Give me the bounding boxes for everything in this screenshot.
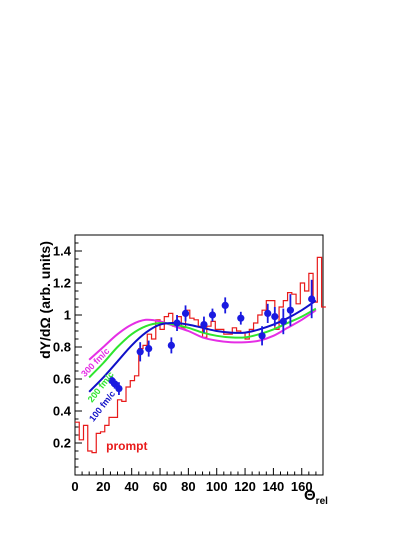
data-point — [271, 313, 279, 321]
axis-layer: 0 20 40 60 80 100 120 140 160 0.2 0.4 0.6 0.8 1 1.2 1.4 — [53, 242, 317, 494]
y-tick-label: 0.4 — [53, 404, 72, 419]
curve-100-fmc — [88, 299, 317, 393]
x-tick-label: 140 — [263, 479, 285, 494]
x-tick-label: 20 — [96, 479, 110, 494]
data-point — [136, 348, 144, 356]
curve-200-fmc — [88, 307, 317, 379]
x-tick-label: 80 — [181, 479, 195, 494]
histogram-label-prompt: prompt — [106, 439, 147, 453]
x-axis-title: Θrel — [304, 487, 328, 507]
data-point — [200, 321, 208, 329]
y-tick-label: 1 — [64, 308, 71, 323]
data-point — [115, 385, 123, 393]
data-point — [208, 311, 217, 319]
data-point — [264, 309, 272, 317]
x-tick-label: 120 — [234, 479, 256, 494]
data-point — [237, 314, 245, 322]
x-axis-title-subscript: rel — [316, 496, 328, 507]
data-point — [258, 332, 266, 340]
data-points-layer — [108, 279, 316, 395]
y-tick-label: 1.4 — [53, 244, 72, 259]
curve-layer — [88, 299, 317, 393]
data-point — [111, 380, 119, 388]
y-tick-label: 0.6 — [53, 372, 71, 387]
data-point — [221, 301, 229, 309]
y-tick-label: 1.2 — [53, 276, 71, 291]
histogram-layer — [75, 256, 326, 454]
data-point — [286, 306, 295, 314]
data-point — [145, 345, 153, 353]
x-tick-label: 160 — [291, 479, 313, 494]
data-point — [173, 319, 181, 327]
curve-300-fmc — [88, 309, 317, 361]
x-tick-label: 100 — [206, 479, 228, 494]
y-tick-label: 0.2 — [53, 436, 71, 451]
y-tick-label: 0.8 — [53, 340, 71, 355]
x-axis-title-main: Θ — [304, 487, 316, 504]
data-point — [308, 295, 316, 303]
data-point — [181, 309, 190, 317]
x-tick-label: 40 — [124, 479, 138, 494]
y-axis-title: dY/dΩ (arb. units) — [37, 241, 53, 359]
data-point — [279, 317, 287, 325]
histogram-prompt — [75, 256, 326, 454]
data-point — [167, 341, 175, 349]
x-tick-label: 60 — [153, 479, 167, 494]
x-tick-label: 0 — [71, 479, 78, 494]
